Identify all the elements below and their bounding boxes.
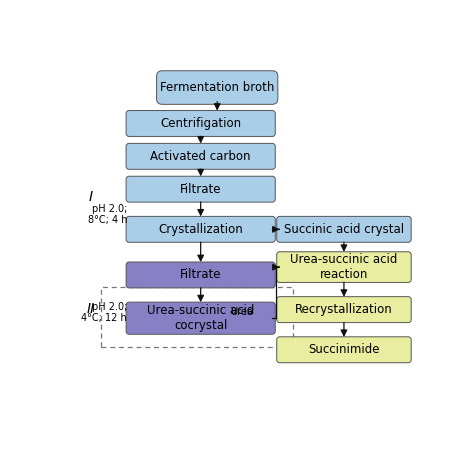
Text: II: II bbox=[86, 302, 95, 317]
FancyBboxPatch shape bbox=[126, 262, 275, 288]
Text: Urea-succinic acid
cocrystal: Urea-succinic acid cocrystal bbox=[147, 304, 255, 332]
Text: Centrifigation: Centrifigation bbox=[160, 117, 241, 130]
Text: pH 2.0;
4°C; 12 h: pH 2.0; 4°C; 12 h bbox=[82, 301, 127, 323]
Text: Succinic acid crystal: Succinic acid crystal bbox=[284, 223, 404, 236]
Text: Succinimide: Succinimide bbox=[308, 343, 380, 356]
Text: I: I bbox=[89, 191, 92, 204]
Text: pH 2.0;
8°C; 4 h: pH 2.0; 8°C; 4 h bbox=[88, 204, 127, 225]
FancyBboxPatch shape bbox=[126, 216, 275, 242]
FancyBboxPatch shape bbox=[126, 143, 275, 169]
Bar bbox=[101, 287, 292, 347]
Text: Activated carbon: Activated carbon bbox=[150, 150, 251, 163]
FancyBboxPatch shape bbox=[156, 71, 278, 104]
Text: Fermentation broth: Fermentation broth bbox=[160, 81, 274, 94]
Text: Filtrate: Filtrate bbox=[180, 182, 221, 196]
FancyBboxPatch shape bbox=[277, 297, 411, 323]
Text: Recrystallization: Recrystallization bbox=[295, 303, 393, 316]
FancyBboxPatch shape bbox=[126, 110, 275, 137]
Text: Crystallization: Crystallization bbox=[158, 223, 243, 236]
FancyBboxPatch shape bbox=[277, 337, 411, 363]
FancyBboxPatch shape bbox=[126, 176, 275, 202]
FancyBboxPatch shape bbox=[126, 302, 275, 334]
FancyBboxPatch shape bbox=[277, 252, 411, 283]
FancyBboxPatch shape bbox=[277, 216, 411, 242]
Text: Urea-succinic acid
reaction: Urea-succinic acid reaction bbox=[290, 253, 398, 281]
Text: Urea: Urea bbox=[230, 307, 253, 318]
Text: Filtrate: Filtrate bbox=[180, 268, 221, 282]
